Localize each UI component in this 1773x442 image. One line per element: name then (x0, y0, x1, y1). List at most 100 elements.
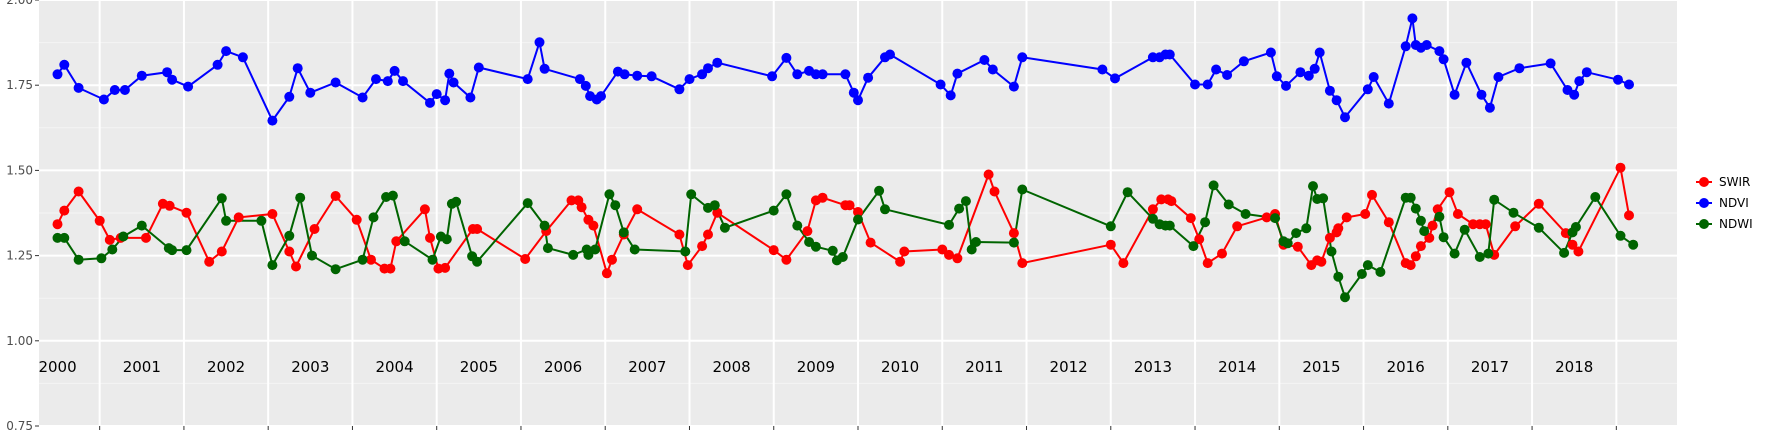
data-point-ndwi (618, 227, 629, 238)
data-point-ndvi (330, 77, 341, 88)
data-point-ndvi (1383, 98, 1394, 109)
data-point-swir (937, 244, 948, 255)
data-point-ndvi (1265, 47, 1276, 58)
data-point-ndwi (472, 256, 483, 267)
data-point-ndwi (136, 220, 147, 231)
data-point-swir (1105, 239, 1116, 250)
data-point-ndvi (444, 68, 455, 79)
data-point-ndwi (542, 243, 553, 254)
data-point-ndwi (1438, 232, 1449, 243)
data-point-ndwi (216, 193, 227, 204)
data-point-ndwi (256, 215, 267, 226)
data-point-ndwi (827, 245, 838, 256)
data-point-ndvi (945, 90, 956, 101)
data-point-ndvi (1545, 58, 1556, 69)
data-point-swir (1202, 258, 1213, 269)
data-point-swir (632, 204, 643, 215)
data-point-ndvi (1281, 80, 1291, 91)
year-label: 2010 (881, 358, 919, 376)
data-point-ndwi (583, 249, 594, 260)
data-point-swir (802, 226, 813, 237)
data-point-ndwi (629, 244, 640, 255)
data-point-ndvi (371, 74, 381, 85)
data-point-ndvi (522, 74, 533, 85)
data-point-ndwi (522, 198, 533, 209)
data-point-ndwi (1474, 252, 1485, 262)
data-point-swir (284, 246, 295, 257)
data-point-ndvi (167, 74, 178, 85)
data-point-ndwi (810, 241, 821, 252)
data-point-ndvi (987, 64, 998, 75)
data-point-ndvi (619, 69, 630, 80)
data-point-swir (1383, 217, 1394, 228)
x-axis (99, 426, 1617, 430)
data-point-ndvi (1324, 85, 1335, 96)
y-tick-label: 1.00 (6, 334, 33, 348)
data-point-ndwi (307, 250, 317, 261)
data-point-ndwi (295, 192, 306, 203)
data-point-ndwi (954, 203, 965, 214)
data-point-ndvi (59, 59, 70, 70)
data-point-ndwi (1449, 248, 1460, 259)
data-point-swir (1341, 212, 1352, 223)
year-label: 2014 (1218, 358, 1256, 376)
data-point-ndwi (1008, 237, 1019, 248)
data-point-ndwi (1270, 213, 1281, 224)
year-label: 2011 (965, 358, 1003, 376)
data-point-ndwi (1147, 213, 1158, 224)
data-point-ndwi (1164, 220, 1175, 231)
data-point-ndwi (96, 253, 107, 264)
year-label: 2007 (628, 358, 666, 376)
data-point-ndvi (1303, 70, 1314, 81)
data-point-ndvi (848, 87, 859, 98)
data-point-ndvi (52, 69, 63, 80)
data-point-ndwi (610, 200, 621, 211)
data-point-ndvi (596, 91, 606, 102)
y-axis: 0.75 1.00 1.25 1.50 1.75 2.00 (6, 0, 39, 433)
data-point-ndvi (389, 65, 400, 76)
data-point-ndvi (221, 46, 232, 57)
data-point-swir (983, 169, 994, 180)
data-point-ndvi (1309, 63, 1320, 74)
data-point-ndwi (221, 215, 232, 226)
data-point-swir (682, 260, 693, 271)
data-point-ndvi (767, 71, 778, 82)
data-point-ndwi (387, 190, 398, 201)
data-point-ndwi (1282, 238, 1293, 249)
data-point-swir (1232, 221, 1243, 232)
data-point-swir (1424, 232, 1435, 243)
data-point-ndwi (1340, 292, 1350, 303)
y-tick-label: 1.25 (6, 249, 33, 263)
data-point-swir (1261, 212, 1272, 223)
data-point-ndvi (1211, 64, 1222, 75)
data-point-swir (1480, 219, 1491, 230)
data-point-swir (1452, 209, 1463, 219)
data-point-swir (1360, 209, 1371, 219)
data-point-ndvi (98, 94, 109, 105)
data-point-ndvi (935, 79, 946, 90)
data-point-ndwi (874, 185, 885, 196)
data-point-swir (520, 254, 531, 264)
data-point-ndwi (1483, 248, 1494, 259)
data-point-ndwi (451, 196, 462, 207)
data-point-swir (607, 254, 617, 265)
data-point-ndwi (1570, 222, 1581, 232)
data-point-ndvi (1400, 41, 1411, 52)
data-point-swir (865, 237, 876, 248)
data-point-swir (853, 207, 863, 217)
data-point-swir (1367, 189, 1377, 200)
data-point-ndwi (1375, 267, 1386, 277)
data-point-ndwi (971, 237, 981, 247)
data-point-ndvi (1314, 47, 1325, 58)
data-point-ndwi (1362, 260, 1373, 271)
data-point-ndvi (1202, 79, 1213, 90)
data-point-ndvi (440, 95, 451, 106)
data-point-swir (1008, 228, 1019, 239)
data-point-swir (895, 256, 906, 267)
data-point-swir (291, 261, 301, 272)
year-label: 2000 (38, 358, 76, 376)
data-point-ndwi (604, 189, 615, 200)
y-tick-label: 2.00 (6, 0, 33, 7)
data-point-ndwi (73, 254, 84, 265)
